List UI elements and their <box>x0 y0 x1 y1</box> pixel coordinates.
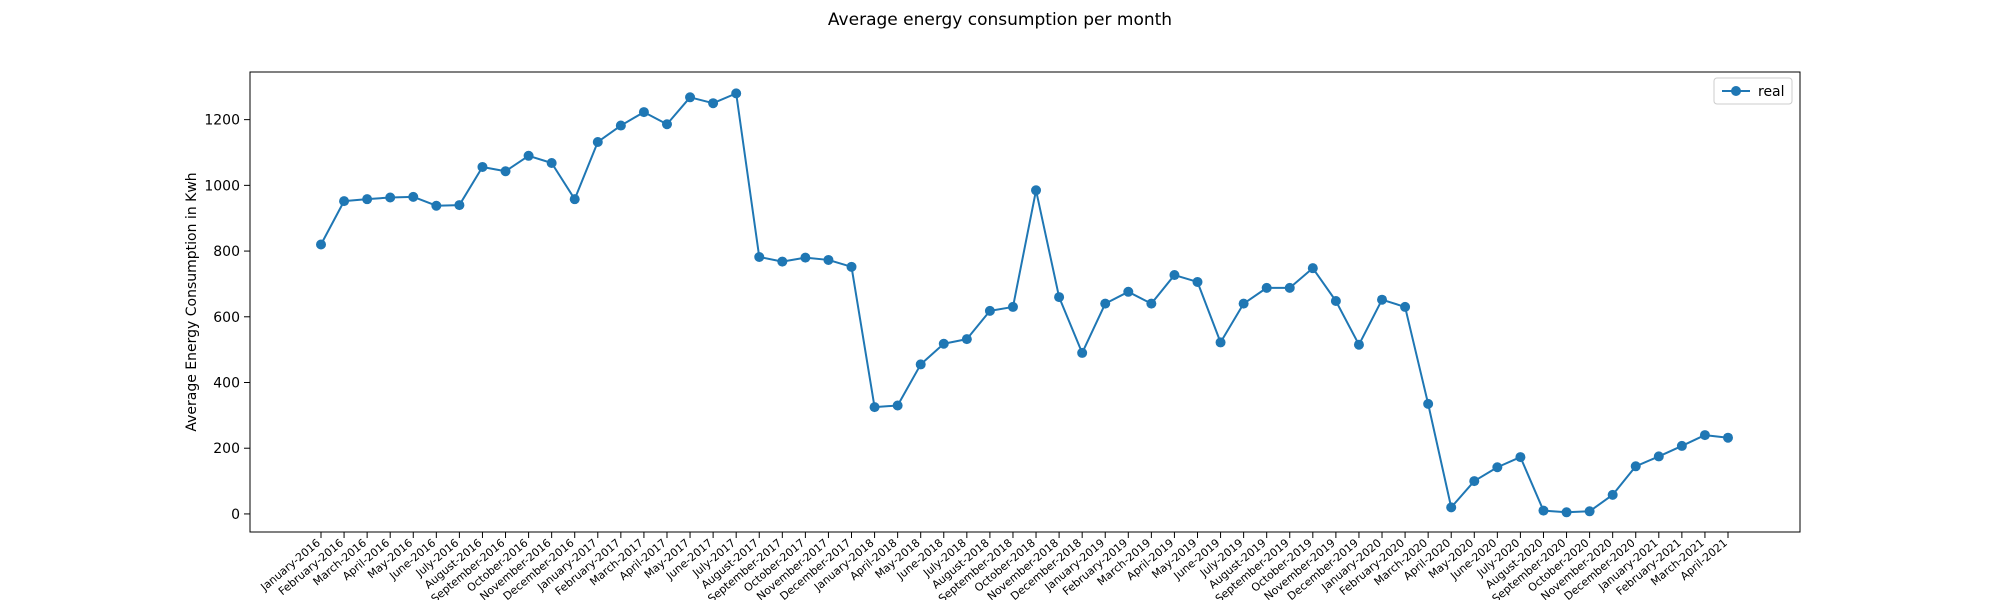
data-point <box>661 119 672 130</box>
data-point <box>1123 286 1134 297</box>
data-point <box>1469 476 1480 487</box>
y-tick-label: 0 <box>231 507 240 523</box>
legend-marker-real <box>1731 86 1741 96</box>
data-point <box>615 120 626 131</box>
data-point <box>1676 440 1687 451</box>
x-axis-ticks: January-2016February-2016March-2016April… <box>258 532 1730 600</box>
data-point <box>1446 502 1457 513</box>
data-point <box>869 402 880 413</box>
data-point <box>685 92 696 103</box>
data-point <box>1584 506 1595 517</box>
data-point <box>1723 432 1733 443</box>
data-point <box>431 200 442 211</box>
data-point <box>1146 298 1157 309</box>
data-point <box>892 400 903 411</box>
legend-box <box>1713 77 1793 105</box>
data-point <box>1284 282 1295 293</box>
y-tick-label: 400 <box>213 376 240 392</box>
data-point <box>1400 301 1411 312</box>
data-point <box>1653 451 1664 462</box>
data-point <box>569 194 580 205</box>
data-point <box>1077 347 1088 358</box>
y-tick-label: 1200 <box>204 113 240 129</box>
chart-title: Average energy consumption per month <box>828 10 1172 30</box>
data-point <box>546 158 557 169</box>
data-point <box>477 161 488 172</box>
data-point <box>1561 507 1572 518</box>
data-point <box>823 254 834 265</box>
y-axis-ticks: 0 200 400 600 800 1000 1200 <box>204 113 250 523</box>
data-point <box>1007 301 1018 312</box>
data-point <box>339 196 350 207</box>
legend: real <box>1713 77 1793 105</box>
data-point <box>708 98 719 109</box>
data-point <box>408 191 419 202</box>
plot-area-frame <box>249 71 1801 533</box>
legend-label-real: real <box>1758 84 1785 100</box>
data-point <box>1377 294 1388 305</box>
data-point <box>1169 270 1180 281</box>
data-point <box>1307 263 1318 274</box>
data-point <box>1353 339 1364 350</box>
data-point <box>385 192 396 203</box>
data-point <box>846 261 857 272</box>
data-point <box>1630 461 1641 472</box>
data-point <box>1238 298 1249 309</box>
y-tick-label: 800 <box>213 244 240 260</box>
data-point <box>915 359 926 370</box>
data-point <box>1699 430 1710 441</box>
data-point <box>1492 462 1503 473</box>
data-point <box>638 107 649 118</box>
data-point <box>523 150 534 161</box>
data-point <box>316 239 326 250</box>
data-point <box>500 166 511 177</box>
data-point <box>800 252 811 263</box>
data-point <box>1330 296 1341 307</box>
data-point <box>1192 276 1203 287</box>
data-point <box>1031 185 1042 196</box>
data-point <box>1054 292 1065 303</box>
data-point <box>1215 337 1226 348</box>
data-point <box>1261 282 1272 293</box>
y-axis-label: Average Energy Consumption in Kwh <box>184 172 200 431</box>
data-point <box>1607 489 1618 500</box>
data-point <box>1538 505 1549 516</box>
data-point <box>1100 298 1111 309</box>
data-point <box>984 305 995 316</box>
data-point <box>362 194 373 205</box>
data-point <box>961 334 972 345</box>
data-point <box>938 338 949 349</box>
series-real <box>316 88 1733 518</box>
data-point <box>777 256 788 267</box>
data-point <box>754 251 765 262</box>
data-point <box>454 200 465 211</box>
data-point <box>1515 452 1526 463</box>
y-tick-label: 1000 <box>204 178 240 194</box>
data-point <box>1423 398 1434 409</box>
data-point <box>731 88 742 99</box>
y-tick-label: 600 <box>213 310 240 326</box>
y-tick-label: 200 <box>213 441 240 457</box>
data-point <box>592 136 603 147</box>
